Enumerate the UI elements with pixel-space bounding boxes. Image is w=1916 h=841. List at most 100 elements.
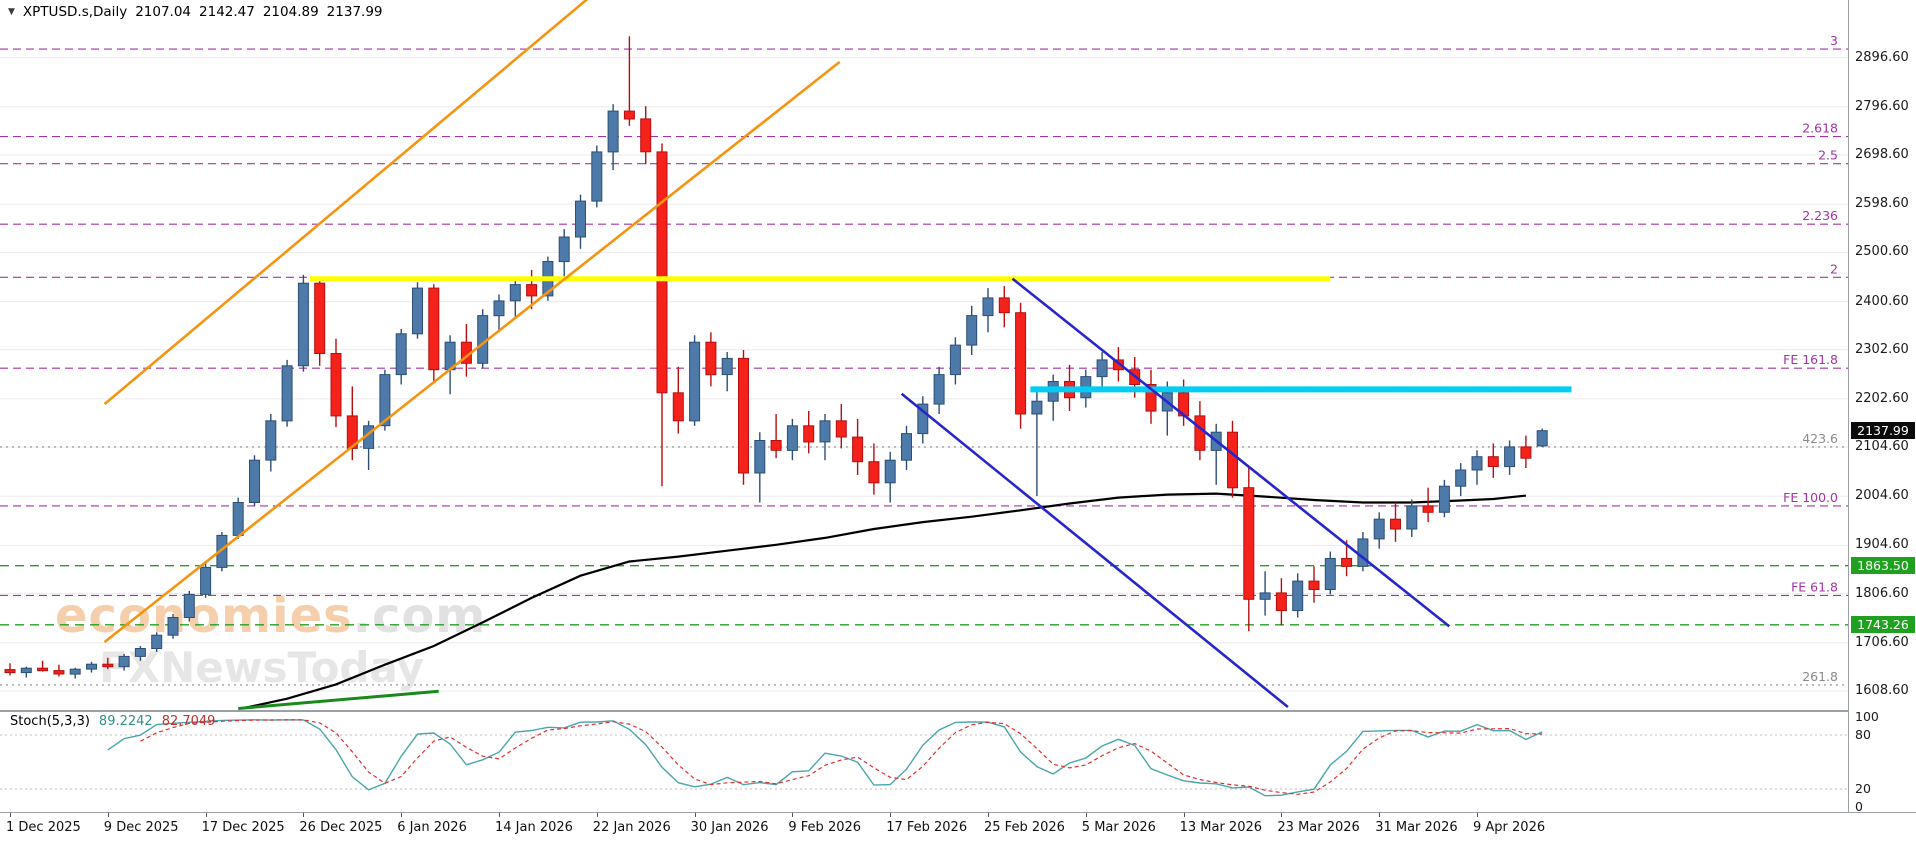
- candle-body: [1031, 400, 1043, 415]
- watermark-brand: economies: [55, 588, 353, 644]
- candle-body: [819, 420, 831, 443]
- candle-body: [868, 461, 880, 484]
- time-axis-label: 17 Dec 2025: [201, 820, 285, 835]
- price-axis-label: 2698.60: [1855, 147, 1909, 162]
- price-axis-label: 1806.60: [1855, 585, 1909, 601]
- time-axis-label: 1 Dec 2025: [6, 820, 81, 835]
- fib-level-label: 2: [1830, 261, 1838, 276]
- candle-body: [835, 420, 847, 438]
- candle-body: [167, 617, 179, 636]
- price-axis-label: 2796.60: [1855, 98, 1909, 114]
- time-axis-tick: [988, 813, 989, 817]
- candle-body: [1373, 518, 1385, 540]
- blue-channel-upper-line[interactable]: [1011, 277, 1451, 628]
- time-axis-tick: [107, 813, 109, 817]
- candle-body: [901, 433, 912, 461]
- candlestick-chart[interactable]: 3 2.618 2.5 2.236 2 FE 161.8 423.6 FE 100.0 FE 6…: [0, 0, 1848, 710]
- candle-body: [86, 663, 97, 670]
- ohlc-close: 2137.99: [326, 4, 383, 20]
- price-axis[interactable]: 2896.60 2796.60 2698.60 2598.60 2500.60 2400.…: [1848, 0, 1916, 814]
- candle-body: [102, 663, 114, 668]
- candle-body: [330, 353, 342, 417]
- orange-channel-lower-line[interactable]: [103, 60, 841, 644]
- price-axis-label: 2202.60: [1855, 390, 1909, 406]
- candle-body: [183, 593, 195, 619]
- fib-level-label: 2.618: [1802, 121, 1838, 136]
- fib-level-label: 3: [1830, 33, 1838, 48]
- time-axis-tick: [792, 813, 794, 817]
- time-axis-label: 14 Jan 2026: [495, 820, 573, 835]
- candle-body: [933, 374, 945, 405]
- time-axis-tick: [303, 813, 305, 817]
- candle-body: [1341, 558, 1353, 567]
- fib-level-label: 2.236: [1802, 208, 1838, 223]
- stochastic-main-line: [107, 719, 1543, 797]
- candle-body: [558, 236, 570, 263]
- orange-channel-upper-line[interactable]: [103, 0, 589, 406]
- stochastic-main-value: 89.2242: [98, 714, 153, 729]
- watermark-line2: FXNewsToday: [99, 642, 424, 692]
- candle-body: [1520, 446, 1532, 459]
- candle-body: [1259, 592, 1271, 600]
- candle-body: [640, 118, 652, 153]
- ohlc-low: 2104.89: [262, 4, 319, 20]
- fibonacci-lines[interactable]: 3 2.618 2.5 2.236 2 FE 161.8 423.6 FE 100.0 FE 6…: [0, 33, 1848, 686]
- fib-level-label: 2.5: [1818, 148, 1838, 163]
- candle-body: [949, 344, 961, 376]
- time-axis-tick: [10, 813, 11, 817]
- time-axis-label: 23 Mar 2026: [1277, 820, 1360, 835]
- candle-body: [1324, 558, 1336, 590]
- stochastic-axis-label: 20: [1855, 781, 1871, 796]
- candle-body: [1390, 518, 1401, 530]
- time-axis-label: 22 Jan 2026: [592, 820, 671, 835]
- candle-body: [1536, 430, 1548, 447]
- pane-splitter[interactable]: [0, 710, 1916, 712]
- support-level-lines[interactable]: [0, 565, 1848, 626]
- candle-body: [281, 365, 293, 422]
- watermark-line1: economies.com: [55, 590, 486, 643]
- candle-body: [1438, 485, 1450, 513]
- fib-level-label: FE 100.0: [1783, 490, 1838, 505]
- stochastic-label: Stoch(5,3,3) 89.2242 82.7049: [10, 714, 215, 729]
- candle-body: [689, 341, 701, 422]
- symbol-info-bar: ▼ XPTUSD.s,Daily 2107.04 2142.47 2104.89…: [8, 4, 383, 20]
- blue-channel-lower-line[interactable]: [900, 392, 1289, 709]
- ohlc-high: 2142.47: [199, 4, 255, 20]
- candle-body: [4, 669, 16, 674]
- price-axis-label: 2004.60: [1855, 488, 1909, 504]
- time-axis-label: 9 Apr 2026: [1473, 820, 1546, 835]
- candle-body: [786, 425, 798, 451]
- time-axis-label: 30 Jan 2026: [690, 820, 769, 835]
- price-axis-label: 2302.60: [1855, 341, 1909, 357]
- stochastic-chart[interactable]: [0, 712, 1848, 812]
- price-axis-label: 2104.60: [1855, 439, 1909, 455]
- fib-level-label: FE 161.8: [1783, 352, 1838, 367]
- price-axis-label: 2400.60: [1855, 293, 1909, 309]
- candle-body: [200, 566, 212, 595]
- candle-body: [1308, 580, 1320, 590]
- fib-level-label: 423.6: [1802, 431, 1838, 446]
- candle-body: [803, 425, 815, 443]
- time-axis[interactable]: 1 Dec 2025 9 Dec 2025 17 Dec 2025 26 Dec 20…: [0, 812, 1916, 841]
- candle-body: [1243, 487, 1255, 600]
- watermark-brand-suffix: .com: [352, 588, 487, 644]
- candle-body: [69, 668, 81, 675]
- time-axis-label: 5 Mar 2026: [1081, 820, 1156, 835]
- time-axis-tick: [694, 813, 696, 817]
- candle-body: [346, 415, 358, 449]
- candle-body: [1275, 592, 1287, 612]
- candle-body: [770, 440, 782, 451]
- green-trendline[interactable]: [238, 689, 439, 710]
- stochastic-axis-label: 0: [1855, 799, 1863, 814]
- candle-body: [1292, 580, 1304, 612]
- candle-body: [1504, 446, 1516, 468]
- stochastic-name: Stoch(5,3,3): [10, 714, 90, 729]
- candle-body: [884, 459, 896, 484]
- chart-marker-icon: ▼: [8, 7, 15, 17]
- time-axis-tick: [1183, 813, 1185, 817]
- candle-body: [428, 287, 440, 371]
- candle-body: [118, 655, 130, 668]
- price-axis-label: 2500.60: [1855, 244, 1909, 260]
- time-axis-tick: [1085, 813, 1087, 817]
- candle-body: [575, 200, 586, 238]
